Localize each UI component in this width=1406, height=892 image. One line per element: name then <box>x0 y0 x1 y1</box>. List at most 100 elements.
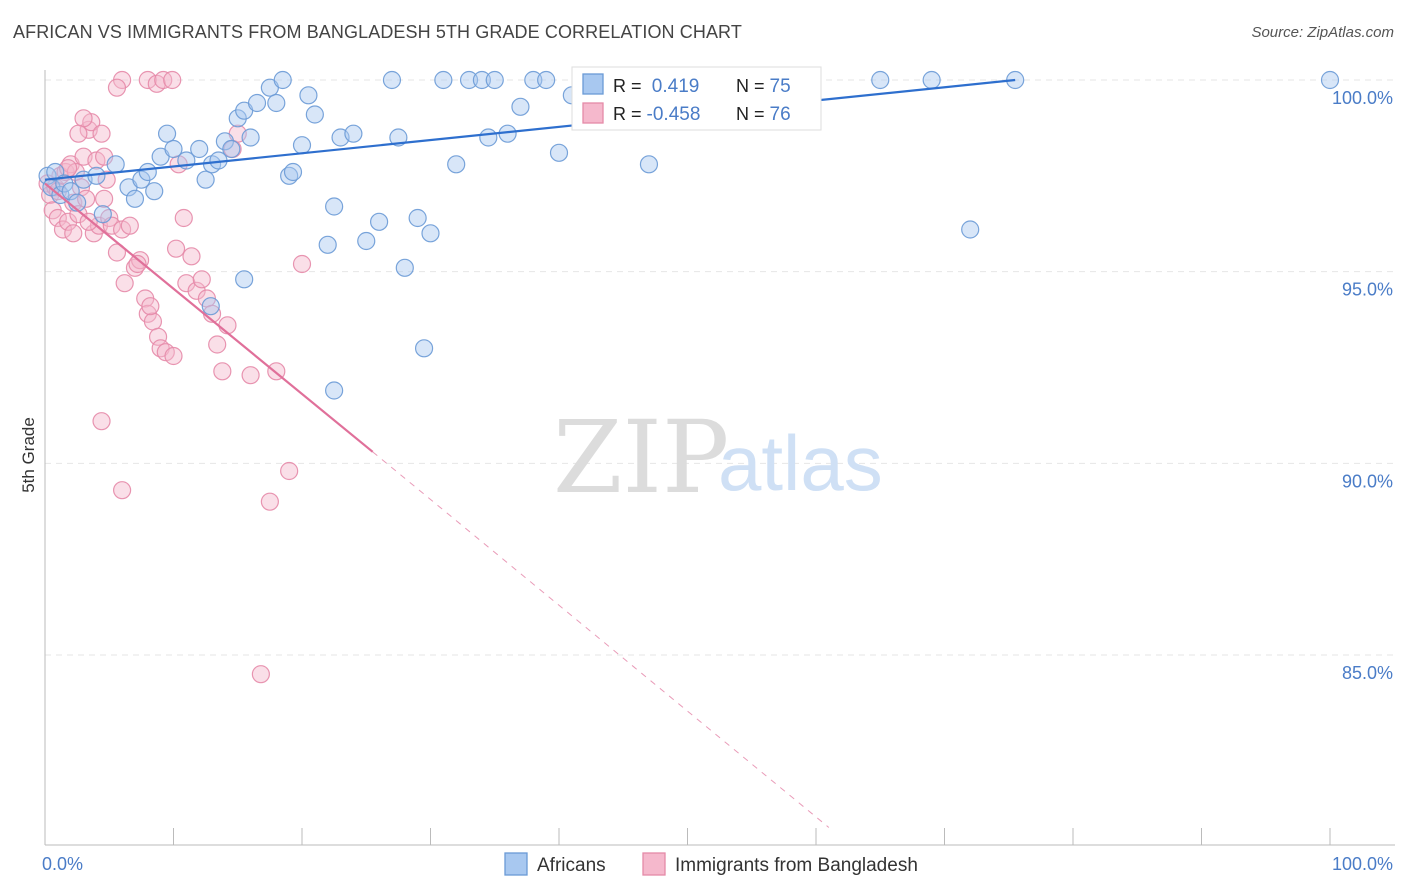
africans-point-58 <box>524 70 543 90</box>
bangladesh-point-73 <box>128 254 147 274</box>
africans-point-29 <box>247 93 267 113</box>
bangladesh-point-22 <box>95 189 114 208</box>
bangladesh-point-28 <box>115 274 134 293</box>
bangladesh-point-8 <box>59 212 78 231</box>
africans-point-20 <box>190 139 209 159</box>
legend-r-value-2: -0.458 <box>647 104 701 125</box>
y-tick-label-0: 85.0% <box>1342 663 1393 683</box>
africans-point-43 <box>370 212 389 231</box>
bangladesh-point-59 <box>112 481 132 500</box>
africans-point-70 <box>922 70 941 90</box>
watermark: ZIP atlas <box>553 399 883 516</box>
axes <box>44 70 1395 846</box>
africans-point-21 <box>196 170 215 189</box>
bangladesh-point-57 <box>292 254 312 274</box>
africans-point-52 <box>459 70 479 90</box>
y-tick-label-1: 90.0% <box>1342 471 1393 491</box>
africans-point-65 <box>639 155 659 174</box>
legend-r-label-2: R = <box>613 104 647 124</box>
bangladesh-point-4 <box>48 208 67 228</box>
bangladesh-point-52 <box>241 366 260 385</box>
legend-n-value-2: 76 <box>770 104 791 125</box>
svg-text:R = 0.419: R = 0.419 <box>613 76 699 97</box>
bangladesh-point-34 <box>143 312 163 331</box>
africans-point-42 <box>357 231 376 251</box>
africans-point-69 <box>871 70 890 90</box>
bangladesh-point-38 <box>164 346 183 366</box>
africans-point-44 <box>382 70 402 90</box>
svg-text:N = 75: N = 75 <box>736 76 791 97</box>
bangladesh-point-48 <box>213 362 232 381</box>
series-legend: Africans Immigrants from Bangladesh <box>504 852 918 876</box>
africans-point-53 <box>472 70 491 90</box>
legend-r-label-1: R = <box>613 76 647 96</box>
africans-point-51 <box>447 155 466 174</box>
bangladesh-point-42 <box>182 247 201 266</box>
y-tick-labels: 85.0% 90.0% 95.0% 100.0% <box>1332 88 1393 683</box>
bangladesh-point-61 <box>138 70 157 90</box>
legend-n-value-1: 75 <box>770 76 791 97</box>
africans-point-46 <box>395 258 414 277</box>
bangladesh-point-47 <box>208 335 227 354</box>
watermark-zip: ZIP <box>553 399 729 516</box>
africans-point-76 <box>325 381 344 400</box>
y-tick-label-2: 95.0% <box>1342 280 1393 300</box>
trend-lines <box>44 78 1016 828</box>
bangladesh-point-67 <box>69 124 88 143</box>
africans-point-41 <box>344 124 363 143</box>
africans-point-37 <box>305 105 324 124</box>
bangladesh-point-29 <box>120 216 139 235</box>
africans-point-39 <box>325 197 344 216</box>
bangladesh-trend-line <box>44 182 374 453</box>
bangladesh-point-12 <box>69 205 88 224</box>
legend-n-label-2: N = <box>736 104 770 124</box>
africans-point-47 <box>408 208 427 228</box>
africans-point-10 <box>106 155 125 174</box>
bangladesh-point-40 <box>174 208 193 228</box>
bottom-legend-label-africans: Africans <box>537 855 606 876</box>
africans-point-32 <box>273 70 292 90</box>
y-tick-label-3: 100.0% <box>1332 88 1393 108</box>
bangladesh-point-26 <box>107 243 127 262</box>
bangladesh-point-71 <box>79 212 98 231</box>
legend-swatch-africans <box>582 73 604 95</box>
africans-point-12 <box>125 189 145 208</box>
africans-point-25 <box>222 139 241 159</box>
africans-point-48 <box>414 339 434 358</box>
legend-swatch-bangladesh <box>582 102 604 124</box>
africans-point-55 <box>485 70 504 90</box>
bangladesh-point-70 <box>64 224 83 243</box>
africans-point-38 <box>318 235 337 254</box>
svg-text:N = 76: N = 76 <box>736 104 791 125</box>
bangladesh-point-74 <box>141 297 160 316</box>
africans-point-15 <box>145 182 164 201</box>
bangladesh-point-56 <box>280 461 299 481</box>
africans-point-75 <box>235 270 254 289</box>
x-tick-label-1: 100.0% <box>1332 854 1393 874</box>
bangladesh-point-65 <box>107 78 127 97</box>
africans-point-5 <box>61 182 80 201</box>
africans-point-34 <box>283 162 303 182</box>
africans-point-28 <box>241 128 260 147</box>
africans-point-54 <box>479 128 498 147</box>
africans-point-71 <box>961 220 980 239</box>
bangladesh-point-15 <box>77 189 96 208</box>
africans-point-36 <box>299 86 318 105</box>
gridlines <box>45 79 1395 656</box>
bangladesh-point-21 <box>92 124 111 143</box>
africans-point-49 <box>421 224 440 243</box>
africans-point-59 <box>537 70 556 90</box>
bangladesh-point-44 <box>192 270 211 289</box>
x-tick-labels: 0.0% 100.0% <box>42 854 1393 874</box>
bangladesh-point-23 <box>97 170 116 189</box>
bottom-legend-swatch-africans <box>504 852 528 876</box>
africans-point-17 <box>157 124 177 143</box>
bangladesh-point-41 <box>177 274 196 293</box>
y-axis-label: 5th Grade <box>19 417 38 493</box>
bangladesh-point-49 <box>218 316 237 335</box>
africans-trend-line <box>44 78 1016 181</box>
x-tick-label-0: 0.0% <box>42 854 83 874</box>
africans-point-18 <box>164 139 183 159</box>
africans-point-9 <box>93 205 112 224</box>
